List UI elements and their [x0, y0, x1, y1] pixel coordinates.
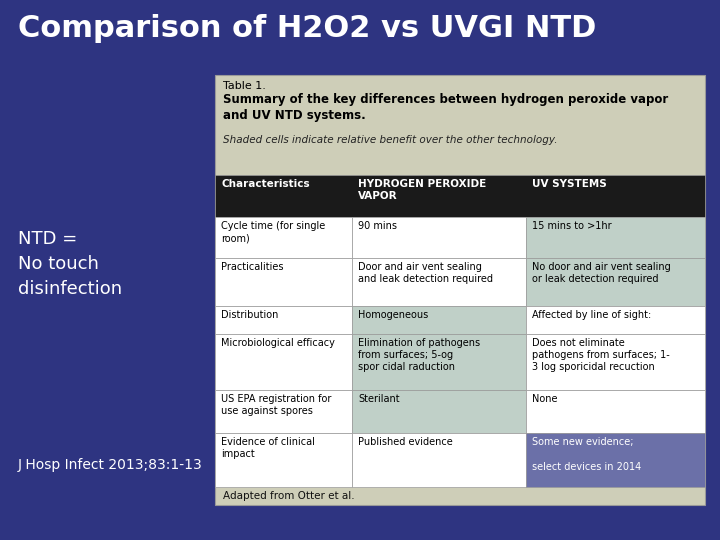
Bar	[215, 75, 705, 505]
Text: HYDROGEN PEROXIDE
VAPOR: HYDROGEN PEROXIDE VAPOR	[359, 179, 487, 201]
Text: Homogeneous: Homogeneous	[359, 309, 428, 320]
Bar	[215, 433, 352, 487]
Text: NTD =
No touch
disinfection: NTD = No touch disinfection	[18, 230, 122, 298]
Text: Sterilant: Sterilant	[359, 394, 400, 404]
Text: UV SYSTEMS: UV SYSTEMS	[532, 179, 607, 189]
Bar	[526, 433, 705, 487]
Text: Affected by line of sight:: Affected by line of sight:	[532, 309, 652, 320]
Text: Adapted from Otter et al.: Adapted from Otter et al.	[223, 491, 355, 501]
Bar	[215, 175, 705, 217]
Bar	[215, 306, 352, 334]
Bar	[215, 258, 352, 306]
Bar	[526, 334, 705, 390]
Text: None: None	[532, 394, 558, 404]
Bar	[215, 390, 352, 433]
Text: Elimination of pathogens
from surfaces; 5-og
spor cidal raduction: Elimination of pathogens from surfaces; …	[359, 338, 480, 373]
Text: Table 1.: Table 1.	[223, 81, 266, 91]
Bar	[352, 217, 526, 258]
Text: Characteristics: Characteristics	[221, 179, 310, 189]
Text: Cycle time (for single
room): Cycle time (for single room)	[221, 221, 325, 244]
Text: Published evidence: Published evidence	[359, 437, 453, 447]
Text: 15 mins to >1hr: 15 mins to >1hr	[532, 221, 612, 231]
Text: Summary of the key differences between hydrogen peroxide vapor
and UV NTD system: Summary of the key differences between h…	[223, 93, 668, 123]
Bar	[526, 217, 705, 258]
Text: Door and air vent sealing
and leak detection required: Door and air vent sealing and leak detec…	[359, 262, 493, 285]
Text: Does not eliminate
pathogens from surfaces; 1-
3 log sporicidal recuction: Does not eliminate pathogens from surfac…	[532, 338, 670, 373]
Text: Microbiological efficacy: Microbiological efficacy	[221, 338, 335, 348]
Bar	[526, 390, 705, 433]
Bar	[215, 334, 352, 390]
Bar	[352, 433, 526, 487]
Text: Comparison of H2O2 vs UVGI NTD: Comparison of H2O2 vs UVGI NTD	[18, 14, 596, 43]
Text: 90 mins: 90 mins	[359, 221, 397, 231]
Bar	[215, 217, 352, 258]
Text: J Hosp Infect 2013;83:1-13: J Hosp Infect 2013;83:1-13	[18, 458, 203, 472]
Bar	[352, 390, 526, 433]
Text: Shaded cells indicate relative benefit over the other technology.: Shaded cells indicate relative benefit o…	[223, 135, 557, 145]
Text: Distribution: Distribution	[221, 309, 279, 320]
Bar	[526, 258, 705, 306]
Text: Evidence of clinical
impact: Evidence of clinical impact	[221, 437, 315, 460]
Bar	[526, 306, 705, 334]
Text: US EPA registration for
use against spores: US EPA registration for use against spor…	[221, 394, 331, 416]
Text: Some new evidence;

select devices in 2014: Some new evidence; select devices in 201…	[532, 437, 642, 472]
Bar	[352, 258, 526, 306]
Text: No door and air vent sealing
or leak detection required: No door and air vent sealing or leak det…	[532, 262, 671, 285]
Bar	[352, 306, 526, 334]
Bar	[352, 334, 526, 390]
Text: Practicalities: Practicalities	[221, 262, 284, 272]
